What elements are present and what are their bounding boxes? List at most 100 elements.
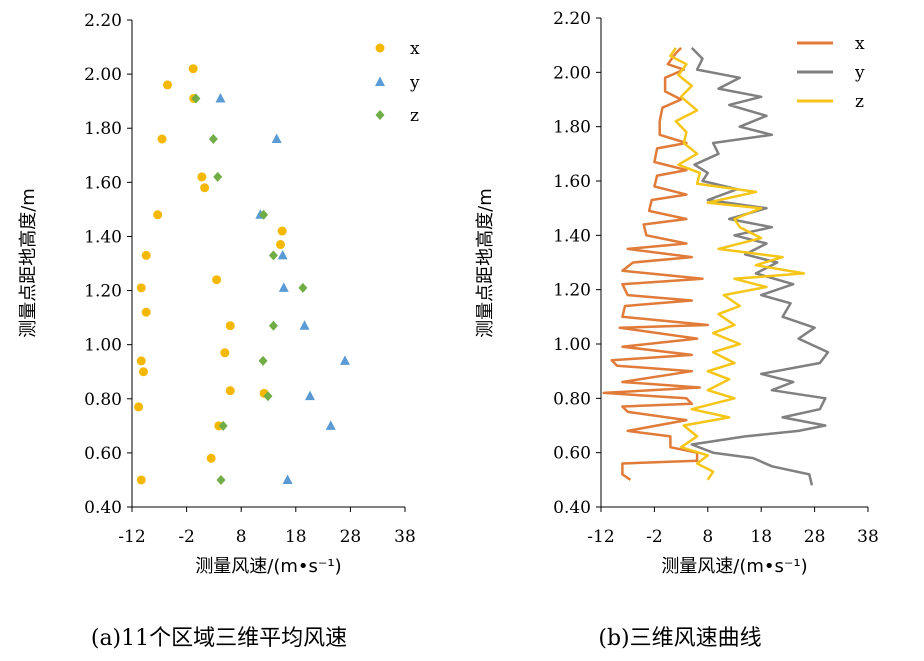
x-tick-label: -2 xyxy=(646,527,663,547)
legend-entry-x: x xyxy=(375,39,420,59)
data-point-x xyxy=(188,64,198,74)
data-point-y xyxy=(282,474,293,484)
y-tick-label: 0.60 xyxy=(553,444,591,464)
legend-label: x xyxy=(410,39,420,59)
y-tick-label: 0.60 xyxy=(84,444,122,464)
legend-entry-y: y xyxy=(375,73,420,93)
series-z xyxy=(669,47,806,481)
x-axis-title: 测量风速/(m•s⁻¹) xyxy=(195,556,341,577)
data-point-y xyxy=(299,320,310,330)
data-point-x xyxy=(225,386,235,396)
x-tick-label: -12 xyxy=(587,527,614,547)
data-point-x xyxy=(153,210,163,220)
y-tick-label: 2.00 xyxy=(84,65,122,85)
chart-panel-a: 0.40 0.60 0.80 1.00 1.20 1.40 1.60 1.80 2.00 2.20… xyxy=(18,11,420,651)
chart-caption: (a)11个区域三维平均风速 xyxy=(91,626,347,651)
data-point-z xyxy=(259,209,269,220)
data-point-x xyxy=(225,321,235,331)
y-tick-label: 1.20 xyxy=(84,282,122,302)
data-point-x xyxy=(141,307,151,317)
data-point-z xyxy=(268,320,278,331)
x-tick-label: 28 xyxy=(804,527,826,547)
data-point-y xyxy=(278,282,289,292)
chart-panel-b: 0.40 0.60 0.80 1.00 1.20 1.40 1.60 1.80 2.00 2.20… xyxy=(475,9,879,651)
y-tick-label: 2.00 xyxy=(553,63,591,83)
data-point-z xyxy=(216,474,226,485)
legend-entry-z: z xyxy=(375,106,419,126)
data-point-x xyxy=(136,283,146,293)
data-point-x xyxy=(136,475,146,485)
data-point-z xyxy=(218,420,228,431)
y-tick-label: 1.20 xyxy=(553,281,591,301)
data-point-x xyxy=(134,402,144,412)
x-tick-label: 8 xyxy=(236,527,247,547)
y-tick-label: 1.00 xyxy=(553,335,591,355)
data-point-z xyxy=(298,282,308,293)
y-tick-label: 0.80 xyxy=(84,390,122,410)
x-axis-title: 测量风速/(m•s⁻¹) xyxy=(661,556,807,577)
data-point-z xyxy=(213,171,223,182)
y-tick-label: 1.40 xyxy=(84,227,122,247)
data-point-z xyxy=(268,250,278,261)
data-point-y xyxy=(325,420,336,430)
legend-label: x xyxy=(855,34,865,54)
y-tick-label: 0.40 xyxy=(84,498,122,518)
legend-label: y xyxy=(854,63,865,83)
legend-marker xyxy=(375,76,385,86)
data-point-x xyxy=(200,183,210,193)
data-point-y xyxy=(215,92,226,103)
data-point-x xyxy=(212,275,222,285)
data-point-x xyxy=(197,172,207,182)
data-point-z xyxy=(258,355,268,366)
legend-entry-x: x xyxy=(797,34,865,54)
data-point-x xyxy=(138,367,148,377)
y-tick-label: 1.80 xyxy=(84,119,122,139)
y-tick-label: 2.20 xyxy=(553,9,591,29)
series-line-x xyxy=(602,47,710,481)
data-point-z xyxy=(191,93,201,104)
data-point-y xyxy=(304,390,315,401)
chart-caption: (b)三维风速曲线 xyxy=(598,626,761,651)
series-z xyxy=(191,93,308,485)
y-tick-label: 1.60 xyxy=(84,173,122,193)
data-point-y xyxy=(271,133,282,144)
legend-marker xyxy=(375,110,385,120)
x-tick-label: 18 xyxy=(750,527,772,547)
y-tick-label: 0.80 xyxy=(553,389,591,409)
series-x xyxy=(134,64,287,485)
data-point-x xyxy=(157,134,167,144)
x-tick-label: 18 xyxy=(285,527,307,547)
data-point-x xyxy=(162,80,172,90)
y-axis-title: 测量点距地高度/m xyxy=(475,188,496,338)
data-point-x xyxy=(276,240,286,250)
data-point-z xyxy=(263,391,273,402)
data-point-x xyxy=(220,348,230,358)
legend-entry-z: z xyxy=(797,92,864,112)
x-tick-label: 28 xyxy=(340,527,362,547)
data-point-x xyxy=(277,226,287,236)
series-line-z xyxy=(669,47,806,481)
legend-label: z xyxy=(855,92,864,112)
x-tick-label: 38 xyxy=(857,527,879,547)
legend-label: z xyxy=(410,106,419,126)
legend-marker xyxy=(375,43,385,53)
x-tick-label: 38 xyxy=(394,527,416,547)
y-tick-label: 0.40 xyxy=(553,498,591,518)
legend-entry-y: y xyxy=(797,63,865,83)
data-point-z xyxy=(208,134,218,145)
series-y xyxy=(215,92,350,484)
x-tick-label: -2 xyxy=(178,527,195,547)
y-axis-title: 测量点距地高度/m xyxy=(18,188,39,338)
data-point-y xyxy=(277,249,288,260)
data-point-x xyxy=(136,356,146,366)
legend-label: y xyxy=(409,73,420,93)
data-point-x xyxy=(206,453,216,463)
y-tick-label: 1.40 xyxy=(553,226,591,246)
data-point-x xyxy=(141,250,151,260)
x-tick-label: -12 xyxy=(118,527,145,547)
y-tick-label: 1.80 xyxy=(553,118,591,138)
series-x xyxy=(602,47,710,481)
x-tick-label: 8 xyxy=(702,527,713,547)
y-tick-label: 1.60 xyxy=(553,172,591,192)
